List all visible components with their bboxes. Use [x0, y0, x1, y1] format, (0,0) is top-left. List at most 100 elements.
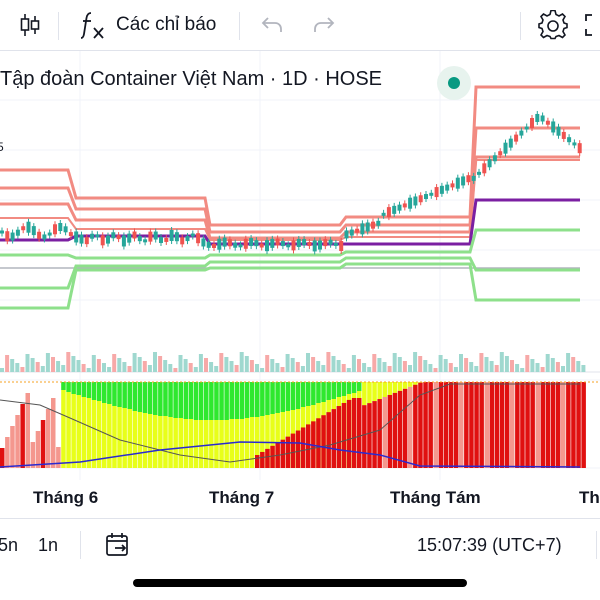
candle-body [265, 240, 269, 252]
volume-bar [306, 353, 310, 372]
candle-body [159, 237, 163, 244]
volume-bar [5, 355, 10, 372]
osc-bar [224, 382, 229, 420]
volume-bar [107, 367, 112, 372]
symbol-legend-title[interactable]: Tập đoàn Container Việt Nam · 1D · HOSE [0, 68, 383, 90]
go-to-date-button[interactable] [104, 531, 132, 559]
bottom-toolbar: 5n 1n 15:07:39 (UTC+7) [0, 518, 600, 571]
volume-bar [300, 366, 305, 372]
home-indicator [133, 579, 467, 587]
candle-body [514, 134, 519, 142]
candle-body [26, 221, 31, 233]
osc-bar [265, 382, 270, 415]
volume-bar [249, 360, 254, 372]
osc-bar [61, 382, 66, 390]
volume-bar [372, 354, 377, 372]
undo-button[interactable] [256, 8, 288, 42]
chart-area[interactable] [0, 51, 600, 516]
osc-bar [147, 382, 153, 414]
osc-bar [239, 382, 245, 419]
osc-bar [66, 392, 71, 468]
osc-bar [107, 404, 112, 468]
volume-bar [479, 353, 484, 372]
osc-bar [280, 382, 285, 412]
redo-icon [314, 17, 335, 32]
volume-bar [209, 362, 214, 372]
volume-bar [397, 357, 402, 372]
osc-bar [40, 420, 46, 468]
upper-band-line [0, 85, 580, 227]
osc-bar [142, 413, 148, 468]
chart-canvas[interactable] [0, 51, 600, 516]
osc-bar [275, 413, 280, 468]
candle-body [561, 131, 566, 139]
candle-body [275, 238, 280, 246]
volume-bar [178, 355, 183, 372]
osc-bar [387, 382, 393, 395]
candle-body [116, 235, 121, 240]
osc-bar [117, 407, 122, 468]
range-5n-button[interactable]: 5n [0, 535, 19, 555]
volume-bar [137, 357, 142, 372]
chart-type-button[interactable] [14, 8, 46, 42]
candles-icon [20, 14, 40, 36]
candle-body [47, 232, 52, 236]
candle-body [100, 235, 105, 246]
osc-bar [285, 382, 291, 411]
volume-bar [127, 366, 132, 372]
volume-bar [56, 361, 61, 372]
candle-body [153, 231, 158, 240]
osc-bar [102, 382, 107, 403]
candle-body [408, 197, 413, 209]
candle-body [572, 142, 577, 146]
osc-bar [193, 382, 199, 420]
osc-bar [453, 382, 459, 468]
fullscreen-button[interactable] [584, 8, 600, 42]
candle-body [402, 203, 407, 208]
osc-bar [25, 393, 30, 468]
candle-body [413, 196, 418, 206]
toolbar-separator [80, 531, 81, 559]
candle-body [201, 238, 206, 247]
volume-bar [112, 354, 117, 372]
osc-bar [209, 420, 214, 468]
candle-body [233, 242, 238, 248]
price-label-partial: 5 [0, 140, 4, 154]
osc-bar [112, 382, 117, 406]
candle-body [227, 239, 232, 247]
lower-band-line [0, 256, 580, 290]
redo-button[interactable] [308, 8, 340, 42]
settings-button[interactable] [536, 8, 570, 42]
range-1n-button[interactable]: 1n [38, 535, 59, 555]
osc-bar [244, 382, 250, 418]
osc-bar [204, 420, 209, 468]
volume-bar [153, 352, 157, 372]
volume-bar [581, 365, 586, 372]
osc-bar [392, 392, 398, 468]
volume-bar [285, 354, 290, 372]
osc-bar [510, 382, 515, 468]
volume-bar [81, 364, 86, 372]
osc-bar [306, 424, 311, 468]
osc-bar [413, 384, 418, 468]
volume-bar [351, 355, 356, 372]
osc-bar [158, 382, 163, 416]
volume-bar [280, 367, 285, 372]
osc-bar [15, 415, 20, 468]
candle-body [185, 236, 190, 242]
indicators-button[interactable]: Các chỉ báo [80, 8, 225, 42]
candle-body [169, 229, 174, 241]
volume-bar [163, 360, 168, 372]
candle-body [10, 232, 15, 241]
clock-timezone[interactable]: 15:07:39 (UTC+7) [417, 535, 562, 555]
x-axis-label-partial: Th [579, 488, 600, 507]
osc-bar [183, 382, 189, 419]
candle-body [302, 239, 307, 246]
settings-icon [538, 10, 568, 40]
volume-bar [86, 368, 91, 372]
volume-bar [316, 361, 321, 372]
osc-bar [504, 382, 510, 468]
osc-bar [219, 382, 224, 420]
market-status-indicator[interactable] [437, 66, 471, 100]
osc-bar [35, 431, 41, 468]
